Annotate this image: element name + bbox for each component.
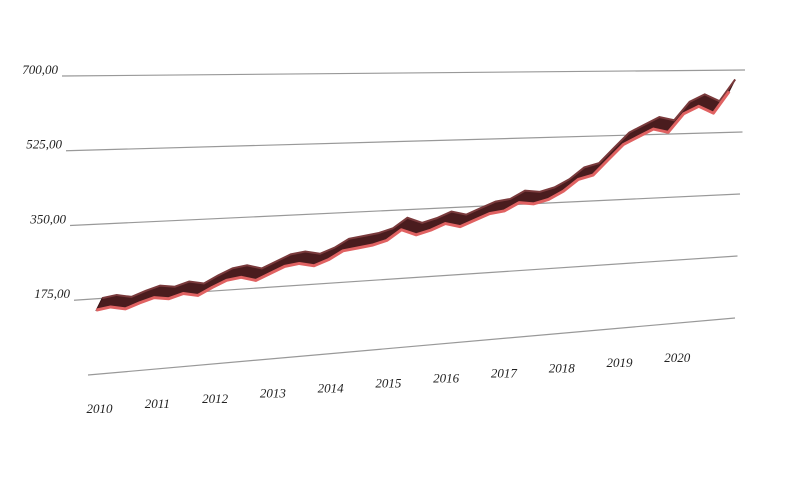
ribbon-face bbox=[95, 79, 736, 311]
x-tick-label: 2020 bbox=[664, 350, 691, 365]
x-tick-label: 2019 bbox=[606, 355, 633, 370]
x-tick-label: 2013 bbox=[260, 386, 287, 401]
grid-line bbox=[69, 193, 741, 227]
x-tick-label: 2011 bbox=[145, 396, 170, 411]
x-tick-label: 2015 bbox=[375, 376, 402, 391]
data-line bbox=[95, 90, 731, 312]
x-tick-label: 2014 bbox=[318, 381, 345, 396]
y-tick-label: 350,00 bbox=[29, 211, 66, 226]
y-tick-label: 525,00 bbox=[26, 137, 62, 152]
baseline bbox=[87, 317, 736, 376]
x-tick-label: 2017 bbox=[491, 365, 518, 380]
y-tick-label: 175,00 bbox=[34, 286, 70, 301]
y-tick-label: 700,00 bbox=[22, 62, 58, 77]
x-tick-label: 2018 bbox=[549, 360, 576, 375]
x-tick-label: 2010 bbox=[87, 401, 114, 416]
x-tick-label: 2016 bbox=[433, 370, 460, 385]
ribbon-top bbox=[102, 78, 736, 300]
x-tick-label: 2012 bbox=[202, 391, 229, 406]
grid-line bbox=[61, 69, 746, 77]
